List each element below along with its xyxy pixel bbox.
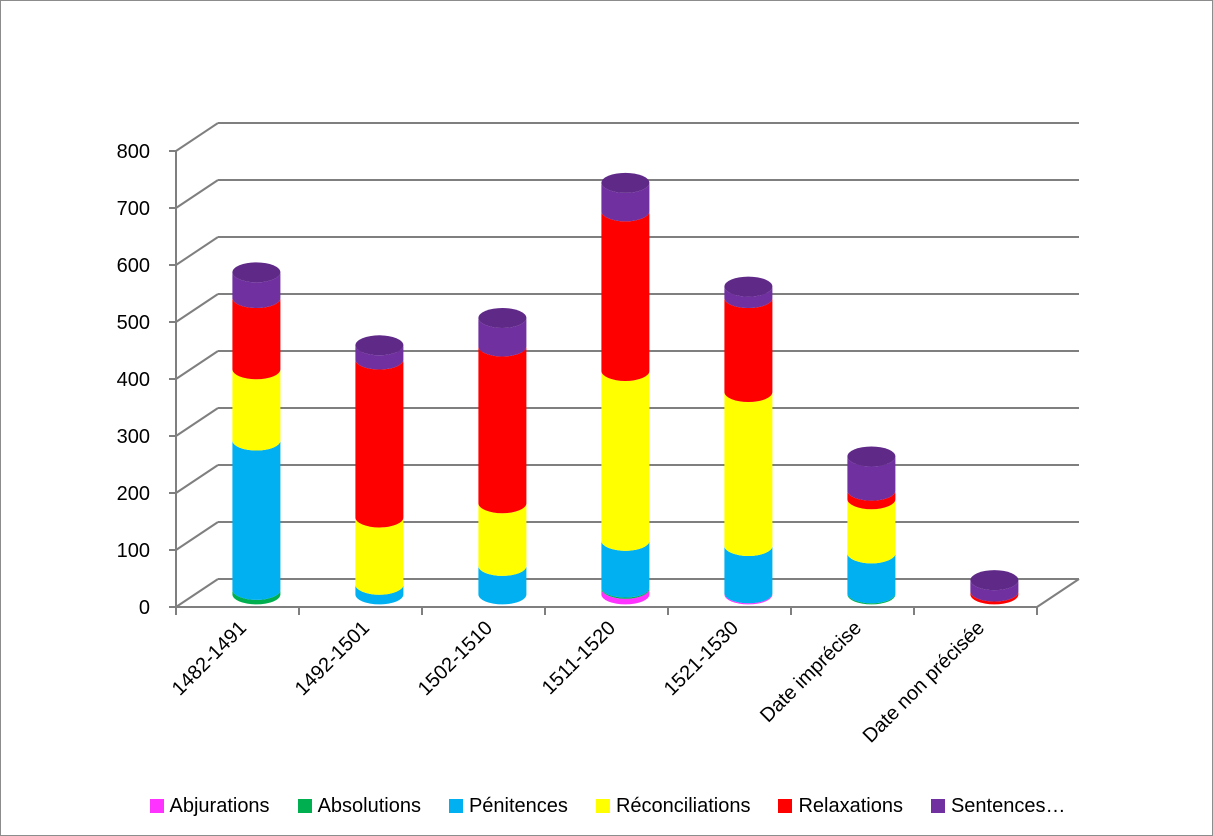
bar-top xyxy=(232,262,281,283)
bar-segment xyxy=(970,580,1019,602)
bar-stack xyxy=(601,172,650,605)
bar-segment xyxy=(478,565,527,605)
legend-label: Réconciliations xyxy=(615,794,751,817)
bar-segment xyxy=(232,440,281,600)
bar-segment xyxy=(355,359,404,528)
bar-segment xyxy=(232,589,281,605)
bar-segment xyxy=(847,490,896,510)
gridline-side xyxy=(175,464,219,494)
y-tick-label: 200 xyxy=(117,483,150,505)
legend-swatch xyxy=(595,799,610,813)
bar-stack xyxy=(232,262,281,605)
bar-stack xyxy=(847,446,896,605)
x-tick-label: Date non précisée xyxy=(859,617,989,747)
legend-label: Abjurations xyxy=(169,794,270,817)
bar-segment xyxy=(724,545,773,604)
gridline-side xyxy=(175,350,219,380)
legend-item: Absolutions xyxy=(297,794,421,818)
x-tick-label: 1492-1501 xyxy=(291,617,374,700)
y-tick-label: 500 xyxy=(117,312,150,334)
bar-segment xyxy=(724,392,773,556)
legend-swatch xyxy=(778,799,793,813)
legend-item: Pénitences xyxy=(448,794,568,818)
bar-top xyxy=(970,570,1019,591)
gridline-side xyxy=(175,407,219,437)
legend-label: Sentences… xyxy=(950,794,1066,817)
legend-item: Sentences… xyxy=(930,794,1066,818)
bar-top xyxy=(847,446,896,467)
bar-top xyxy=(478,307,527,328)
bars xyxy=(232,172,1019,605)
y-tick-label: 800 xyxy=(117,141,150,163)
legend-swatch xyxy=(448,799,463,813)
legend: Abjurations Absolutions Pénitences Réconcil… xyxy=(1,791,1213,821)
y-tick-label: 0 xyxy=(139,597,150,619)
legend-item: Abjurations xyxy=(149,794,270,818)
chart-plot: 0 100 200 300 400 500 600 700 800 1482-1491 1492-1… xyxy=(117,122,1080,747)
bar-top xyxy=(601,172,650,193)
axes xyxy=(169,150,1080,615)
bar-segment xyxy=(724,298,773,403)
legend-label: Pénitences xyxy=(468,794,568,817)
legend-swatch xyxy=(297,799,312,813)
bar-segment xyxy=(478,317,527,357)
gridline-side xyxy=(175,179,219,209)
legend-swatch xyxy=(930,799,945,813)
bar-segment xyxy=(847,456,896,501)
x-tick-label: 1521-1530 xyxy=(660,617,743,700)
bar-top xyxy=(724,276,773,297)
bar-segment xyxy=(478,346,527,514)
y-tick-label: 100 xyxy=(117,540,150,562)
bar-segment xyxy=(355,584,404,605)
y-tick-label: 700 xyxy=(117,198,150,220)
y-tick-label: 400 xyxy=(117,369,150,391)
gridline-side xyxy=(175,578,219,608)
legend-label: Relaxations xyxy=(798,794,903,817)
legend-item: Réconciliations xyxy=(595,794,751,818)
bar-stack xyxy=(355,335,404,605)
bar-stack xyxy=(724,276,773,605)
bar-segment xyxy=(847,499,896,564)
legend-swatch xyxy=(149,799,164,813)
x-axis-side xyxy=(1036,578,1080,608)
gridline-side xyxy=(175,122,219,152)
bar-segment xyxy=(601,540,650,598)
y-tick-label: 600 xyxy=(117,255,150,277)
bar-segment xyxy=(355,517,404,595)
gridline-side xyxy=(175,236,219,266)
x-tick-label: 1511-1520 xyxy=(538,617,620,699)
bar-segment xyxy=(232,298,281,380)
bar-segment xyxy=(601,182,650,222)
bar-segment xyxy=(970,591,1019,605)
bar-segment xyxy=(232,272,281,308)
x-tick-label: Date imprécise xyxy=(756,617,866,727)
y-tick-label: 300 xyxy=(117,426,150,448)
gridline-side xyxy=(175,521,219,551)
bar-segment xyxy=(601,370,650,551)
bar-stack xyxy=(970,570,1019,605)
x-tick-label: 1502-1510 xyxy=(414,617,497,700)
bar-segment xyxy=(355,345,404,370)
bar-segment xyxy=(601,211,650,381)
gridline-side xyxy=(175,293,219,323)
bar-segment xyxy=(478,503,527,576)
bar-segment xyxy=(601,588,650,605)
bar-top xyxy=(355,335,404,356)
x-tick-label: 1482-1491 xyxy=(168,617,251,700)
bar-segment xyxy=(847,553,896,604)
bar-stack xyxy=(478,307,527,605)
legend-label: Absolutions xyxy=(317,794,421,817)
bar-segment xyxy=(724,286,773,308)
bar-segment xyxy=(232,369,281,451)
legend-item: Relaxations xyxy=(778,795,903,818)
